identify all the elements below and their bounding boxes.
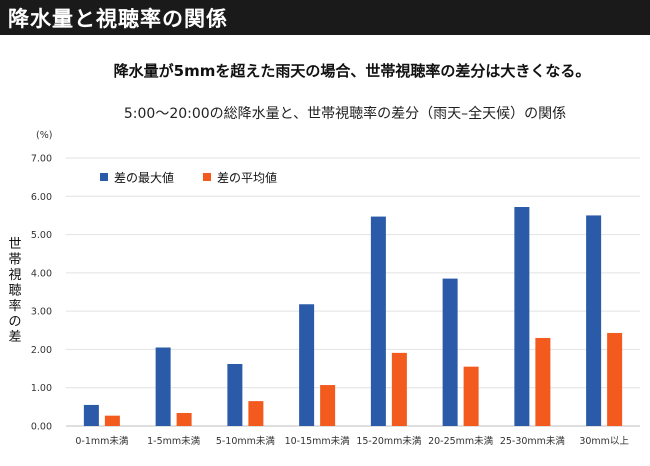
y-axis-ticks: 0.00 1.00 2.00 3.00 4.00 5.00 6.00 7.00 [31,154,52,433]
chart-title: 5:00～20:00の総降水量と、世帯視聴率の差分（雨天–全天候）の関係 [0,103,650,123]
bar-max [83,404,99,426]
x-tick-label: 10-15mm未満 [285,435,351,447]
bar-max [514,207,530,426]
y-axis-label-char: の [8,315,21,330]
x-tick-label: 1-5mm未満 [147,435,201,447]
bar-avg [248,401,264,426]
y-axis-label-char: 差 [8,330,21,345]
legend-label: 差の最大値 [114,170,174,185]
y-tick-label: 4.00 [31,268,52,279]
y-axis-label-char: 視 [8,268,21,283]
y-axis-label-char: 帯 [8,253,21,268]
x-tick-label: 15-20mm未満 [356,435,422,447]
y-tick-label: 0.00 [31,422,52,433]
bar-avg [104,415,120,426]
bar-max [370,216,386,426]
bar-max [586,215,602,426]
legend-label: 差の平均値 [217,170,277,185]
bar-avg [391,352,407,426]
x-tick-label: 0-1mm未満 [75,435,129,447]
bars [83,207,623,426]
y-tick-label: 7.00 [31,154,52,165]
legend-swatch [100,173,108,181]
y-tick-label: 3.00 [31,307,52,318]
y-tick-label: 1.00 [31,383,52,394]
y-axis-label-char: 世 [8,237,21,252]
y-tick-label: 6.00 [31,192,52,203]
gridlines [66,157,640,427]
y-tick-label: 2.00 [31,345,52,356]
x-tick-label: 20-25mm未満 [428,435,494,447]
legend-swatch [203,173,211,181]
x-tick-label: 25-30mm未満 [500,435,566,447]
y-axis-label-char: 聴 [8,284,21,299]
bar-avg [607,332,623,426]
bar-max [442,278,458,426]
subheading-text: 降水量が5mmを超えた雨天の場合、世帯視聴率の差分は大きくなる。 [113,62,591,80]
y-tick-label: 5.00 [31,230,52,241]
bar-avg [320,385,336,426]
x-tick-label: 5-10mm未満 [216,435,276,447]
legend: 差の最大値 差の平均値 [100,170,277,185]
subheading: 降水量が5mmを超えた雨天の場合、世帯視聴率の差分は大きくなる。 [0,60,650,81]
bar-avg [535,337,551,426]
y-axis-label-char: 率 [8,298,21,314]
page-title: 降水量と視聴率の関係 [8,7,228,31]
bar-max [155,347,171,426]
bar-max [227,363,243,426]
header-bar: 降水量と視聴率の関係 [0,0,650,35]
bar-max [299,304,315,426]
x-axis-ticks: 0-1mm未満 1-5mm未満 5-10mm未満 10-15mm未満 15-20mm未満… [75,435,629,447]
x-tick-label: 30mm以上 [579,436,629,447]
bar-avg [463,366,479,426]
y-unit-label: (%) [36,130,52,141]
y-axis-label: 世帯視聴率の差 [8,237,21,345]
bar-avg [176,412,192,426]
chart-title-text: 5:00～20:00の総降水量と、世帯視聴率の差分（雨天–全天候）の関係 [123,106,567,122]
